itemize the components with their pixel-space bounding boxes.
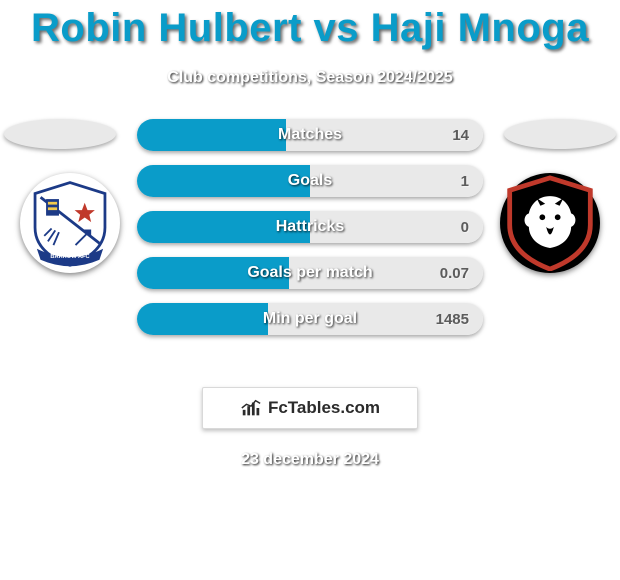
left-club-badge: BARROW AFC [20, 173, 120, 273]
left-player-oval [4, 119, 116, 149]
stat-bar-fill [137, 257, 289, 289]
date-text: 23 december 2024 [0, 451, 620, 469]
right-player-oval [504, 119, 616, 149]
brand-box[interactable]: FcTables.com [202, 387, 418, 429]
stat-bar-fill [137, 303, 268, 335]
page-title: Robin Hulbert vs Haji Mnoga [0, 0, 620, 51]
stat-bar: Min per goal1485 [137, 303, 483, 335]
stat-bar-rest [289, 257, 483, 289]
stat-bar: Goals per match0.07 [137, 257, 483, 289]
stat-bar-rest [310, 165, 483, 197]
bar-chart-icon [240, 397, 262, 419]
comparison-stage: BARROW AFC Matches14 Goals1 Hattricks0 Goal… [0, 119, 620, 379]
subtitle: Club competitions, Season 2024/2025 [0, 69, 620, 87]
brand-text: FcTables.com [268, 398, 380, 418]
stat-bar-fill [137, 211, 310, 243]
stat-bar: Hattricks0 [137, 211, 483, 243]
stat-bar-fill [137, 119, 286, 151]
svg-text:BARROW AFC: BARROW AFC [50, 254, 89, 260]
stat-bar-rest [286, 119, 483, 151]
stat-bar-rest [310, 211, 483, 243]
stat-bars: Matches14 Goals1 Hattricks0 Goals per match… [137, 119, 483, 349]
lion-shield-icon [502, 175, 598, 271]
stat-bar: Goals1 [137, 165, 483, 197]
barrow-shield-icon: BARROW AFC [24, 177, 116, 269]
stat-bar: Matches14 [137, 119, 483, 151]
stat-bar-fill [137, 165, 310, 197]
right-club-badge [500, 173, 600, 273]
stat-bar-rest [268, 303, 483, 335]
